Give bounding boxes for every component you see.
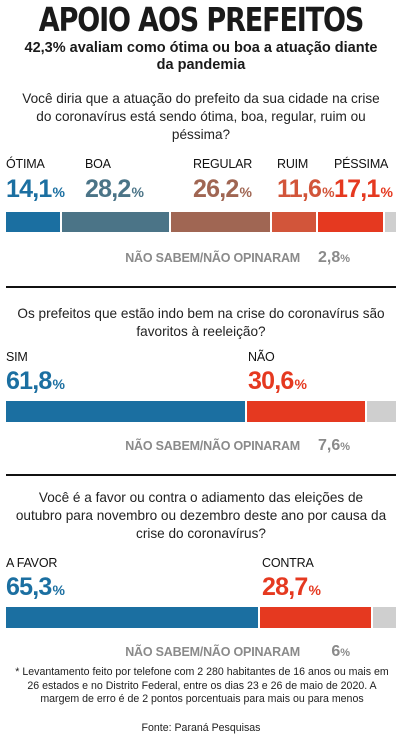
category-label-ruim: RUIM bbox=[277, 157, 309, 171]
question-1: Você diria que a atuação do prefeito da … bbox=[22, 91, 380, 142]
value-label-pessima: 17,1% bbox=[334, 175, 393, 203]
bar-segment-sim bbox=[6, 401, 245, 422]
category-label-nao-sabem-nao-opinaram: NÃO SABEM/NÃO OPINARAM bbox=[125, 439, 300, 453]
category-label-a-favor: A FAVOR bbox=[6, 556, 58, 570]
bar-segment-a-favor bbox=[6, 607, 259, 628]
value-label-a-favor: 65,3% bbox=[6, 573, 65, 601]
bar-segment-nao-sabem-nao-opinaram bbox=[385, 212, 396, 232]
bar-segment-pessima bbox=[318, 212, 384, 232]
bar-segment-boa bbox=[61, 212, 169, 232]
value-label-boa: 28,2% bbox=[85, 175, 144, 203]
question-3: Você é a favor ou contra o adiamento das… bbox=[15, 490, 387, 541]
bar-segment-nao-sabem-nao-opinaram bbox=[372, 607, 396, 628]
section-divider bbox=[6, 286, 396, 288]
bar-segment-nao bbox=[246, 401, 365, 422]
bar-segment-contra bbox=[260, 607, 371, 628]
bar-segment-otima bbox=[6, 212, 60, 232]
value-label-sim: 61,8% bbox=[6, 367, 65, 395]
category-label-nao-sabem-nao-opinaram: NÃO SABEM/NÃO OPINARAM bbox=[125, 251, 300, 265]
category-label-regular: REGULAR bbox=[193, 157, 253, 171]
category-label-nao: NÃO bbox=[248, 350, 275, 364]
value-label-otima: 14,1% bbox=[6, 175, 65, 203]
question-2: Os prefeitos que estão indo bem na crise… bbox=[17, 306, 385, 339]
bar-segment-ruim bbox=[272, 212, 317, 232]
source-note: Fonte: Paraná Pesquisas bbox=[141, 722, 261, 734]
category-label-contra: CONTRA bbox=[262, 556, 314, 570]
category-label-sim: SIM bbox=[6, 350, 28, 364]
category-label-boa: BOA bbox=[85, 157, 111, 171]
category-label-pessima: PÉSSIMA bbox=[334, 157, 389, 171]
section-divider bbox=[6, 474, 396, 476]
value-label-nao-sabem-nao-opinaram: 2,8% bbox=[317, 249, 350, 266]
value-label-nao-sabem-nao-opinaram: 6% bbox=[331, 643, 350, 660]
footnote: * Levantamento feito por telefone com 2 … bbox=[15, 666, 389, 705]
bar-segment-regular bbox=[170, 212, 271, 232]
bar-segment-nao-sabem-nao-opinaram bbox=[366, 401, 396, 422]
value-label-contra: 28,7% bbox=[262, 573, 321, 601]
category-label-otima: ÓTIMA bbox=[6, 157, 45, 171]
value-label-ruim: 11,6% bbox=[277, 175, 335, 203]
chart-title: APOIO AOS PREFEITOS bbox=[38, 0, 365, 39]
value-label-nao: 30,6% bbox=[248, 367, 307, 395]
category-label-nao-sabem-nao-opinaram: NÃO SABEM/NÃO OPINARAM bbox=[125, 645, 300, 659]
chart-subtitle: 42,3% avaliam como ótima ou boa a atuaçã… bbox=[24, 40, 378, 73]
value-label-regular: 26,2% bbox=[193, 175, 252, 203]
value-label-nao-sabem-nao-opinaram: 7,6% bbox=[317, 437, 350, 454]
